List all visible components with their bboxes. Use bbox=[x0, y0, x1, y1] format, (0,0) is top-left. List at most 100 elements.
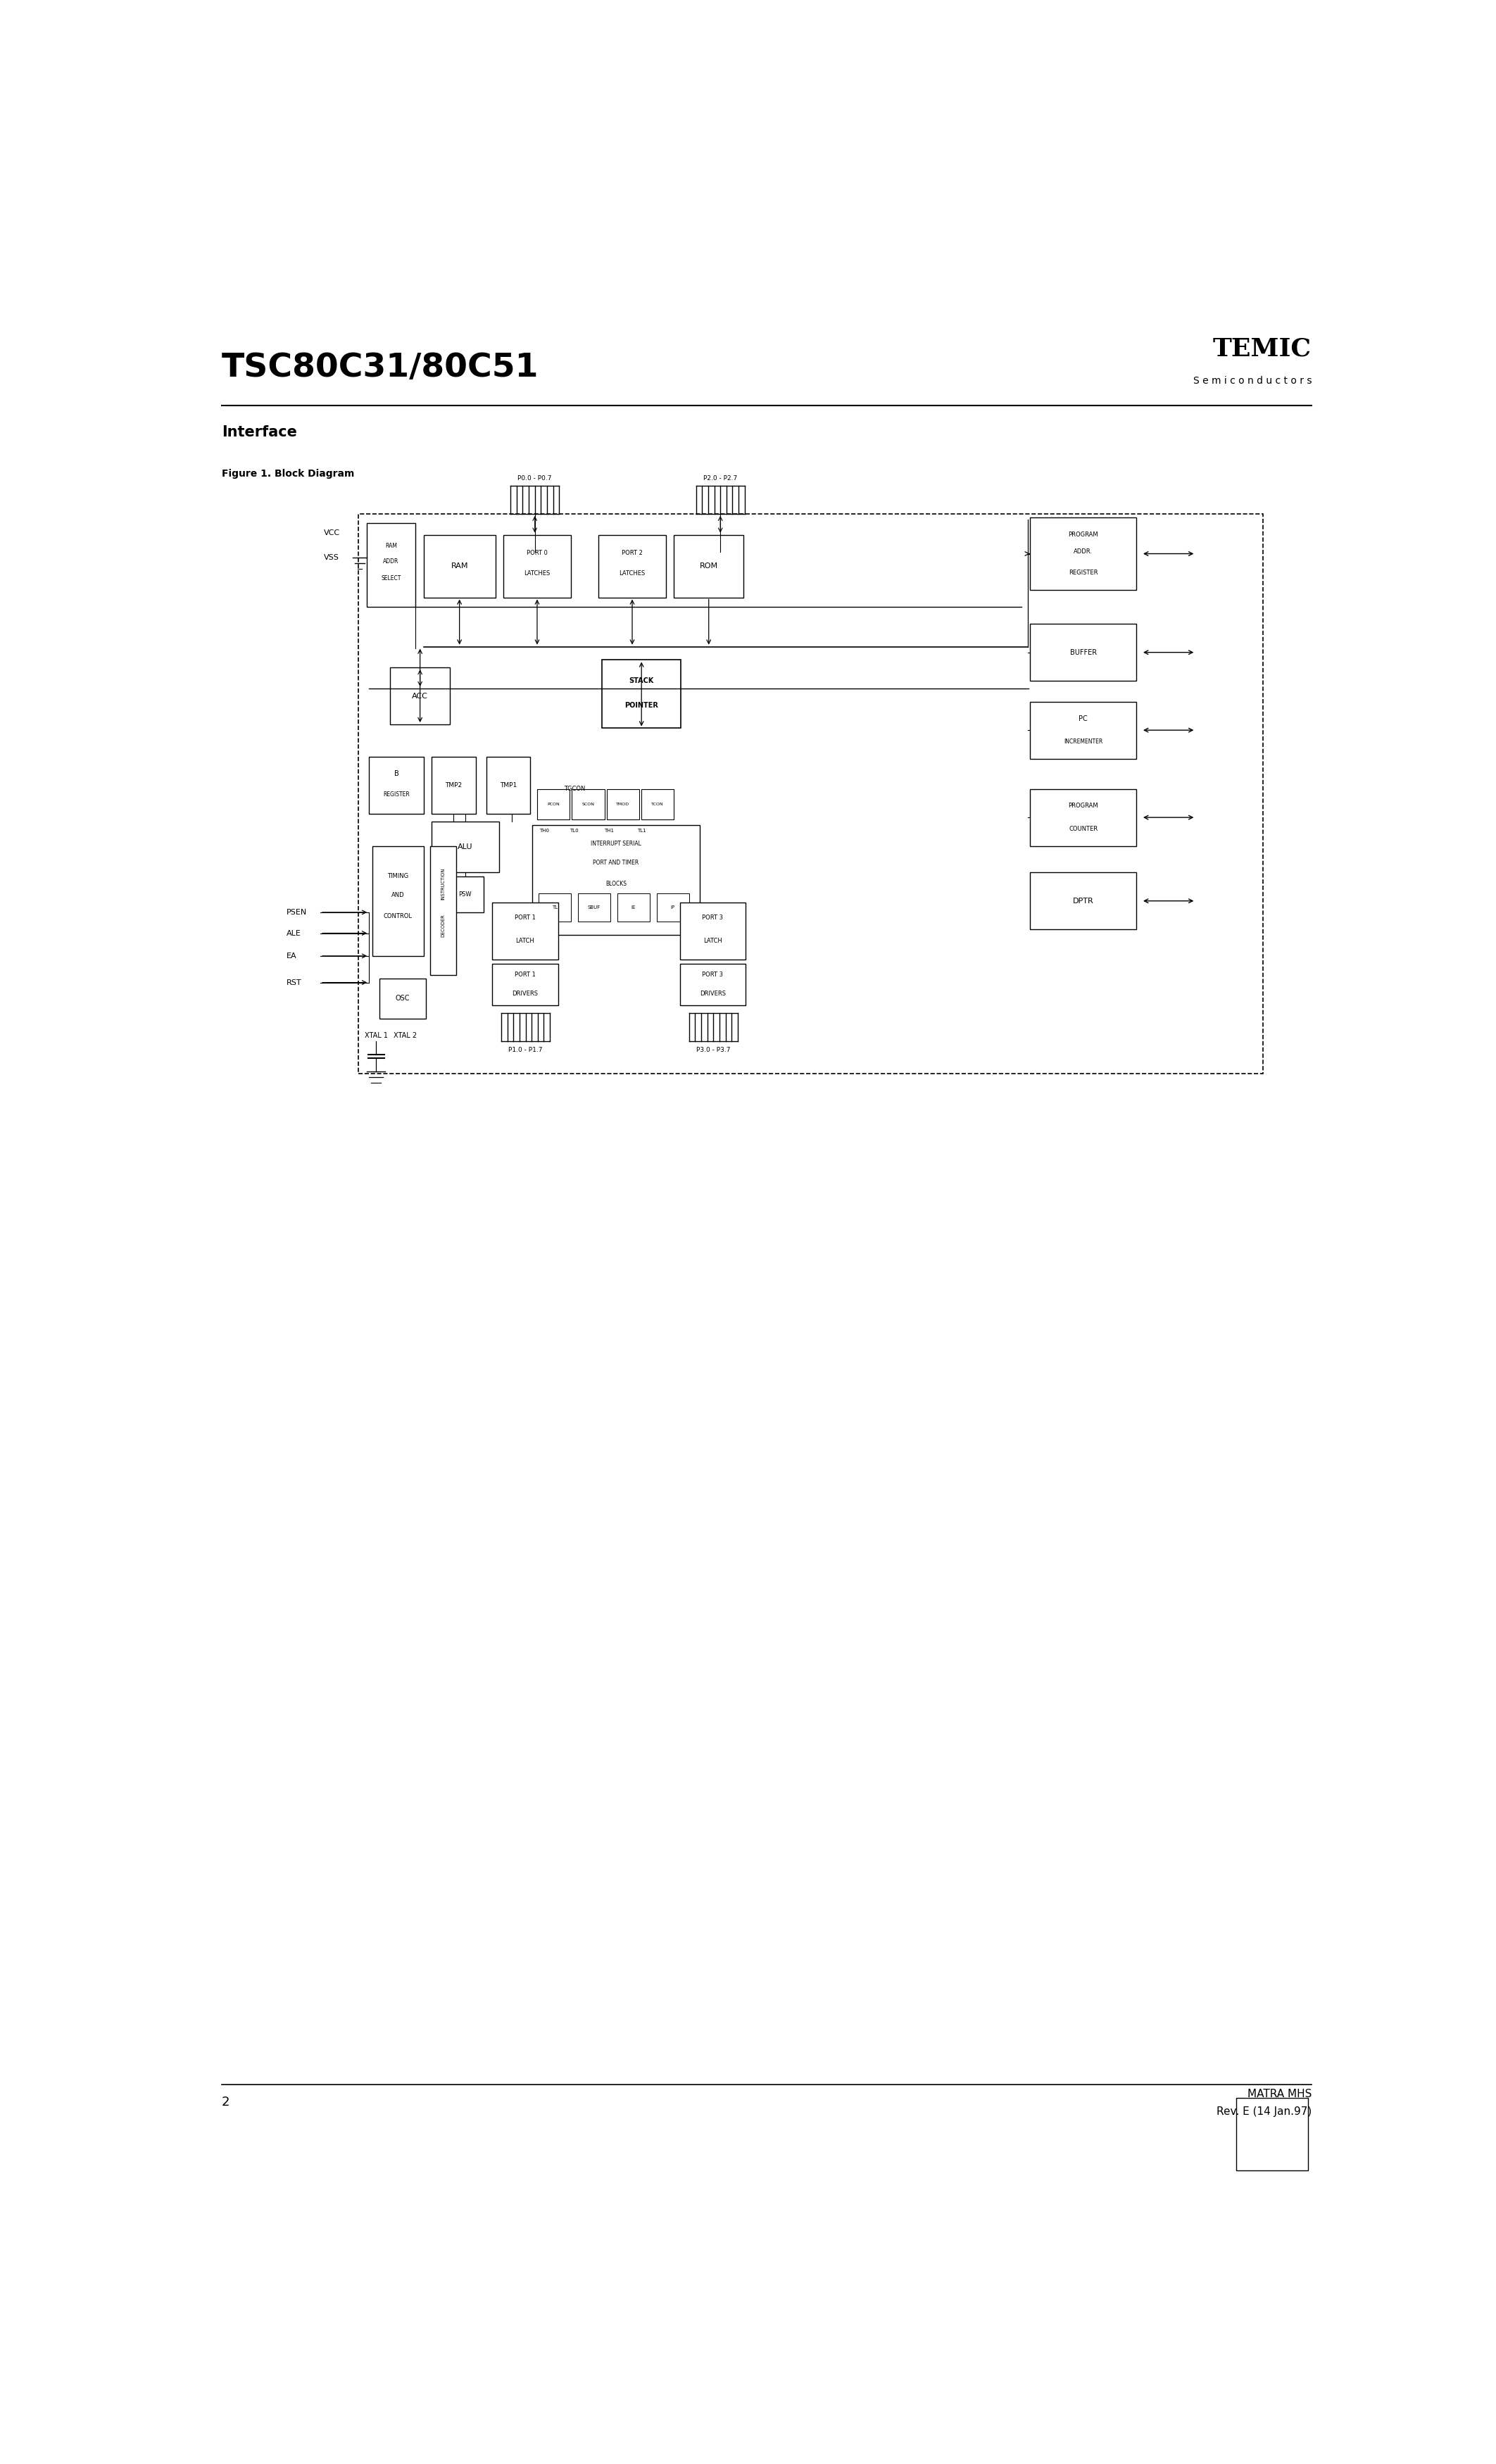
Text: SCON: SCON bbox=[582, 803, 594, 806]
Text: P1.0 - P1.7: P1.0 - P1.7 bbox=[509, 1047, 543, 1052]
Bar bbox=[1029, 702, 1137, 759]
Text: PSEN: PSEN bbox=[287, 909, 307, 917]
Bar bbox=[390, 668, 450, 724]
Text: COUNTER: COUNTER bbox=[1068, 825, 1098, 833]
Bar bbox=[380, 978, 426, 1018]
Bar bbox=[423, 535, 495, 596]
Text: LATCH: LATCH bbox=[703, 939, 723, 944]
Text: P2.0 - P2.7: P2.0 - P2.7 bbox=[703, 476, 738, 480]
Text: RAM: RAM bbox=[450, 562, 468, 569]
Text: POINTER: POINTER bbox=[625, 702, 658, 710]
Text: PCON: PCON bbox=[548, 803, 560, 806]
Text: VSS: VSS bbox=[323, 554, 340, 562]
Text: LATCH: LATCH bbox=[516, 939, 534, 944]
Text: TL: TL bbox=[552, 904, 558, 909]
Bar bbox=[492, 963, 558, 1005]
Bar bbox=[679, 902, 747, 958]
Bar bbox=[618, 894, 649, 922]
Text: REGISTER: REGISTER bbox=[383, 791, 410, 798]
Bar bbox=[367, 522, 416, 606]
Bar bbox=[373, 845, 423, 956]
Text: OSC: OSC bbox=[395, 995, 410, 1003]
Text: TGCON: TGCON bbox=[564, 786, 585, 791]
Bar bbox=[1029, 623, 1137, 680]
Text: TL1: TL1 bbox=[637, 828, 646, 833]
Bar bbox=[607, 788, 639, 821]
Bar bbox=[1029, 788, 1137, 845]
Text: LATCHES: LATCHES bbox=[619, 572, 645, 577]
Bar bbox=[571, 788, 604, 821]
Text: INCREMENTER: INCREMENTER bbox=[1064, 739, 1103, 744]
Bar bbox=[1029, 872, 1137, 929]
Text: TEMIC: TEMIC bbox=[1213, 338, 1312, 360]
Bar bbox=[432, 821, 498, 872]
Text: DRIVERS: DRIVERS bbox=[512, 991, 539, 998]
Text: INSTRUCTION: INSTRUCTION bbox=[441, 867, 446, 899]
Text: VCC: VCC bbox=[323, 530, 340, 537]
Text: BLOCKS: BLOCKS bbox=[606, 880, 627, 887]
Bar bbox=[577, 894, 610, 922]
Text: PORT 0: PORT 0 bbox=[527, 549, 548, 557]
Text: EA: EA bbox=[287, 954, 298, 958]
Text: PORT AND TIMER: PORT AND TIMER bbox=[592, 860, 639, 867]
Text: ALE: ALE bbox=[287, 929, 301, 936]
Text: TH1: TH1 bbox=[604, 828, 613, 833]
Text: PC: PC bbox=[1079, 715, 1088, 722]
Text: SELECT: SELECT bbox=[381, 574, 401, 582]
Text: AND: AND bbox=[392, 892, 404, 899]
Text: TSC80C31/80C51: TSC80C31/80C51 bbox=[221, 352, 539, 384]
Text: P3.0 - P3.7: P3.0 - P3.7 bbox=[696, 1047, 730, 1052]
Text: TCON: TCON bbox=[652, 803, 664, 806]
Text: TMP2: TMP2 bbox=[446, 781, 462, 788]
Text: DRIVERS: DRIVERS bbox=[700, 991, 726, 998]
Text: SBUF: SBUF bbox=[588, 904, 600, 909]
Bar bbox=[598, 535, 666, 596]
Bar bbox=[539, 894, 571, 922]
Text: Figure 1. Block Diagram: Figure 1. Block Diagram bbox=[221, 468, 355, 478]
Text: PROGRAM: PROGRAM bbox=[1068, 803, 1098, 808]
Text: BUFFER: BUFFER bbox=[1070, 648, 1097, 655]
Text: PORT 2: PORT 2 bbox=[622, 549, 643, 557]
Text: IP: IP bbox=[670, 904, 675, 909]
Text: XTAL 1: XTAL 1 bbox=[365, 1032, 387, 1040]
Text: DECODER: DECODER bbox=[441, 914, 446, 936]
Text: ALU: ALU bbox=[458, 843, 473, 850]
Bar bbox=[432, 756, 476, 813]
Text: CONTROL: CONTROL bbox=[383, 914, 413, 919]
Text: PORT 1: PORT 1 bbox=[515, 914, 536, 922]
Text: ROM: ROM bbox=[700, 562, 718, 569]
Text: PSW: PSW bbox=[459, 892, 471, 897]
Text: ADDR: ADDR bbox=[383, 559, 399, 564]
Text: S e m i c o n d u c t o r s: S e m i c o n d u c t o r s bbox=[1192, 377, 1312, 387]
Bar bbox=[537, 788, 570, 821]
Text: RAM: RAM bbox=[384, 542, 396, 549]
Bar bbox=[642, 788, 675, 821]
Text: REGISTER: REGISTER bbox=[1068, 569, 1098, 577]
Bar bbox=[657, 894, 690, 922]
Text: ADDR.: ADDR. bbox=[1074, 549, 1092, 554]
Text: 2: 2 bbox=[221, 2094, 230, 2109]
Text: P0.0 - P0.7: P0.0 - P0.7 bbox=[518, 476, 552, 480]
Bar bbox=[492, 902, 558, 958]
Bar bbox=[1029, 517, 1137, 589]
Bar bbox=[1236, 2099, 1308, 2171]
Bar bbox=[673, 535, 744, 596]
Text: PORT 3: PORT 3 bbox=[702, 971, 724, 978]
Text: TMP1: TMP1 bbox=[500, 781, 516, 788]
Text: XTAL 2: XTAL 2 bbox=[393, 1032, 417, 1040]
Text: IE: IE bbox=[631, 904, 636, 909]
Text: LATCHES: LATCHES bbox=[524, 572, 551, 577]
Bar bbox=[359, 515, 1263, 1074]
Text: ACC: ACC bbox=[411, 692, 428, 700]
Bar bbox=[679, 963, 747, 1005]
Text: TL0: TL0 bbox=[570, 828, 579, 833]
Text: DPTR: DPTR bbox=[1073, 897, 1094, 904]
Text: STACK: STACK bbox=[628, 678, 654, 685]
Bar bbox=[370, 756, 423, 813]
Bar bbox=[431, 845, 456, 976]
Bar bbox=[533, 825, 700, 934]
Text: INTERRUPT SERIAL: INTERRUPT SERIAL bbox=[591, 840, 642, 848]
Text: TIMING: TIMING bbox=[387, 872, 408, 880]
Text: PROGRAM: PROGRAM bbox=[1068, 532, 1098, 537]
Text: PORT 3: PORT 3 bbox=[702, 914, 724, 922]
